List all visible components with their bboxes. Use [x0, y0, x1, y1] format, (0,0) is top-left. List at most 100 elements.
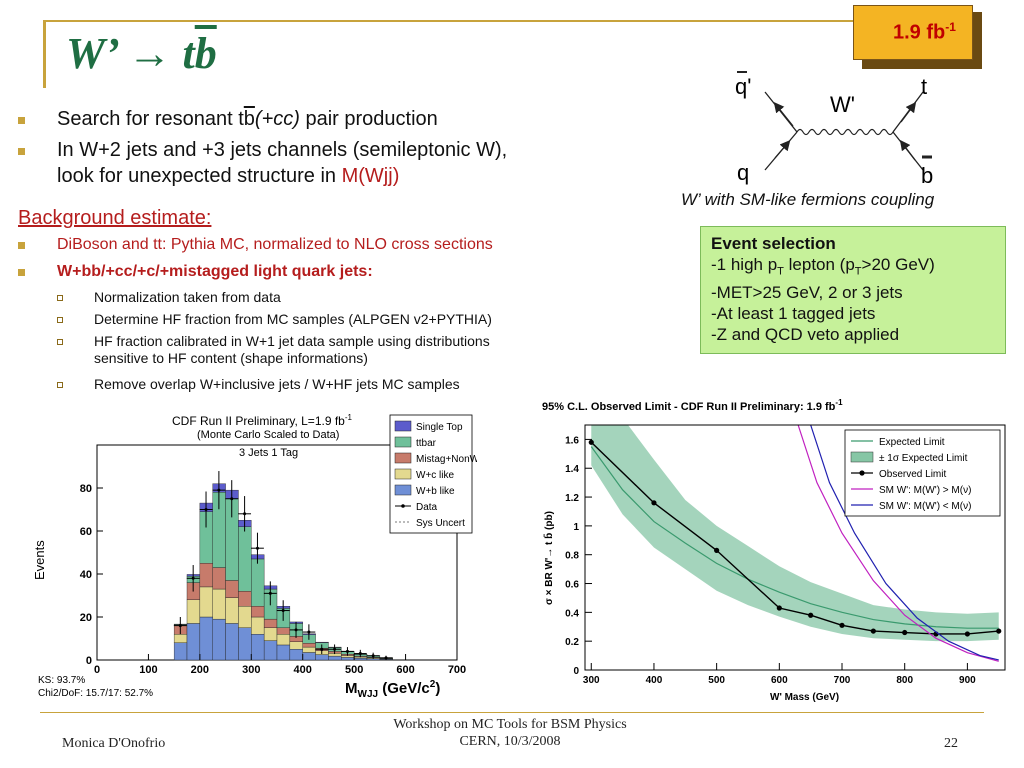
sub-bullet-marker	[57, 295, 63, 301]
sub-bullet-marker	[57, 382, 63, 388]
sub-bullet-marker	[57, 317, 63, 323]
histo-data-point	[371, 654, 375, 658]
label-q: q	[737, 160, 749, 185]
limit-ylabel: σ × BR W'→ t b̄ (pb)	[543, 511, 555, 605]
limit-observed-point	[714, 547, 720, 553]
label-qbar-prime: q'	[735, 74, 751, 99]
histo-bar-single-top	[315, 641, 329, 643]
histo-data-point	[255, 546, 259, 550]
histo-bar-mistag-nonw	[238, 590, 252, 607]
bullet-marker	[18, 269, 25, 276]
limit-line-sm-w-m-w-m-	[797, 425, 999, 662]
histo-subtitle: (Monte Carlo Scaled to Data)	[197, 429, 339, 441]
histo-bar-ttbar	[238, 526, 252, 592]
limit-ytick-label: 1.6	[565, 435, 579, 446]
histo-legend-label: ttbar	[416, 438, 437, 449]
sub-bullet-marker	[57, 339, 63, 345]
histo-data-point	[294, 628, 298, 632]
limit-legend-label: ± 1σ Expected Limit	[879, 453, 968, 464]
histo-bar-w-b-like	[251, 633, 265, 661]
histo-ytick-label: 80	[80, 483, 92, 495]
histo-ylabel: Events	[32, 540, 47, 580]
histo-bar-w-b-like	[238, 627, 252, 661]
histo-bar-w-c-like	[302, 646, 316, 653]
bullet-channels: In W+2 jets and +3 jets channels (semile…	[57, 139, 508, 187]
limit-xtick-label: 600	[771, 675, 788, 686]
histo-legend-swatch	[401, 504, 405, 508]
feynman-caption: W’ with SM-like fermions coupling	[681, 190, 935, 209]
histo-bar-mistag-nonw	[225, 580, 239, 598]
bullet-marker	[18, 117, 25, 124]
arrow-bottom-left	[774, 140, 791, 159]
histo-bar-mistag-nonw	[302, 643, 316, 648]
histo-bar-w-c-like	[276, 633, 291, 646]
event-selection-box: Event selection -1 high pT lepton (pT>20…	[700, 226, 1006, 354]
label-w-prime: W'	[830, 92, 855, 117]
limit-line-expected-limit	[590, 446, 999, 629]
histo-title: CDF Run II Preliminary, L=1.9 fb-1	[172, 413, 353, 428]
histo-legend-label: Single Top	[416, 422, 463, 433]
histo-data-point	[230, 497, 234, 501]
histo-bar-mistag-nonw	[212, 567, 226, 590]
wprime-limit-plot: 95% C.L. Observed Limit - CDF Run II Pre…	[542, 398, 1006, 703]
bullet-marker	[18, 242, 25, 249]
histo-bar-mistag-nonw	[199, 563, 213, 588]
histo-xtick-label: 500	[345, 664, 363, 676]
limit-observed-point	[902, 629, 908, 636]
histo-bar-w-c-like	[341, 655, 355, 658]
footer-rule	[40, 712, 984, 713]
limit-xtick-label: 700	[834, 675, 851, 686]
histo-legend-swatch	[394, 420, 412, 432]
histo-bar-w-c-like	[225, 597, 239, 624]
limit-ytick-label: 0.2	[565, 637, 579, 648]
histo-bar-w-c-like	[186, 599, 201, 624]
limit-observed-point	[964, 631, 970, 637]
histo-data-point	[191, 576, 195, 580]
bullet-diboson: DiBoson and tt: Pythia MC, normalized to…	[57, 236, 493, 253]
histo-xtick-label: 400	[294, 664, 312, 676]
histo-data-point	[345, 649, 349, 653]
mwjj-histogram: CDF Run II Preliminary, L=1.9 fb-1 (Mont…	[32, 413, 477, 700]
limit-observed-point	[839, 622, 845, 628]
arrow-top-left	[773, 101, 794, 127]
histo-bar-w-b-like	[173, 642, 188, 661]
limit-ytick-label: 0.4	[565, 608, 579, 619]
histo-legend-label: Mistag+NonW	[416, 454, 477, 465]
histo-ks-stat: KS: 93.7%	[38, 675, 85, 686]
histo-data-point	[358, 652, 362, 656]
footer-author: Monica D'Onofrio	[62, 736, 166, 751]
histo-data-point	[307, 630, 311, 634]
sub-bullet-calibration: HF fraction calibrated in W+1 jet data s…	[94, 333, 490, 366]
event-selection-line3: -At least 1 tagged jets	[711, 304, 876, 324]
histo-bar-w-b-like	[341, 657, 355, 661]
title-vertical-rule	[43, 20, 46, 88]
histo-legend-label: Sys Uncert	[416, 518, 465, 529]
limit-ytick-label: 1	[573, 522, 579, 533]
lumi-badge	[853, 5, 973, 60]
limit-plot-area	[588, 425, 1002, 662]
histo-xtick-label: 600	[396, 664, 414, 676]
limit-observed-point	[996, 628, 1002, 634]
footer-event: Workshop on MC Tools for BSM Physics CER…	[393, 717, 627, 749]
limit-legend-swatch	[859, 470, 865, 476]
histo-bar-ttbar	[251, 558, 265, 607]
histo-bar-mistag-nonw	[263, 618, 278, 628]
bullet-marker	[18, 148, 25, 155]
limit-xtick-label: 300	[583, 675, 600, 686]
limit-observed-point	[808, 612, 814, 618]
histo-bar-w-b-like	[263, 640, 278, 661]
histo-xtick-label: 100	[139, 664, 157, 676]
histo-bar-w-c-like	[251, 616, 265, 635]
limit-legend-label: SM W': M(W') < M(ν)	[879, 501, 971, 512]
limit-legend-label: Observed Limit	[879, 469, 946, 480]
histo-bar-w-c-like	[173, 633, 188, 643]
title-horizontal-rule	[43, 20, 866, 22]
arrow-bottom-right	[899, 139, 916, 161]
feynman-diagram: q' q W' t b	[735, 71, 933, 188]
histo-bar-w-c-like	[212, 588, 226, 620]
limit-legend-swatch	[850, 451, 874, 463]
limit-ytick-label: 0.6	[565, 580, 579, 591]
histo-xtick-label: 700	[448, 664, 466, 676]
histo-legend-swatch	[394, 436, 412, 448]
histo-ytick-label: 0	[86, 655, 92, 667]
